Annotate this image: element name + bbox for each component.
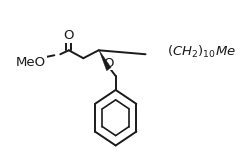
Text: MeO: MeO (16, 56, 46, 69)
Polygon shape (99, 50, 111, 71)
Text: $(CH_2)_{10}Me$: $(CH_2)_{10}Me$ (167, 44, 236, 60)
Text: O: O (104, 57, 114, 70)
Text: O: O (64, 29, 74, 42)
